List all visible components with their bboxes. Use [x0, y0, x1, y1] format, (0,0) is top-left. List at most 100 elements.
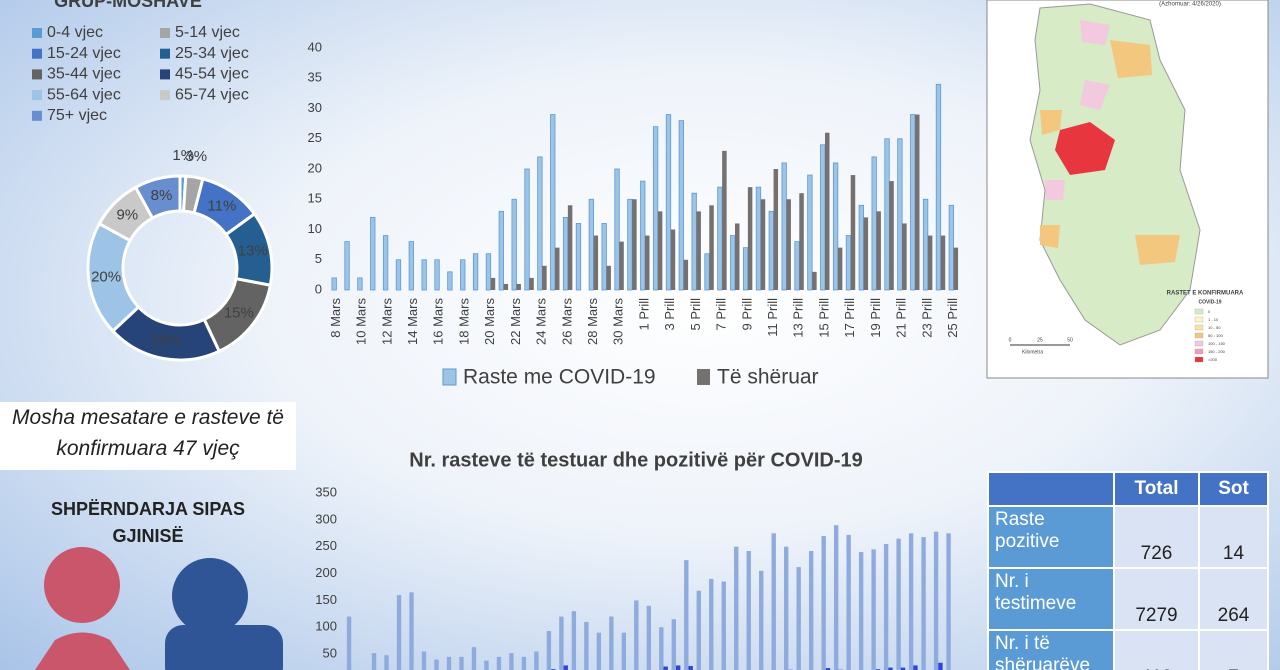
- bar: [688, 665, 693, 670]
- y-tick-label: 40: [308, 39, 322, 54]
- map-legend-label: 150 - 200: [1208, 349, 1226, 354]
- legend-swatch: [160, 90, 170, 101]
- bar: [948, 204, 954, 291]
- legend-swatch: [160, 28, 170, 38]
- bar: [550, 114, 556, 291]
- data-label: 9%: [116, 206, 138, 223]
- bar: [331, 277, 337, 291]
- map-region-mid: [1040, 40, 1180, 265]
- x-tick-label: 26 Mars: [559, 298, 574, 345]
- bar: [825, 668, 831, 670]
- map-region-low: [1045, 20, 1110, 200]
- bar: [908, 533, 914, 670]
- bar: [935, 83, 942, 291]
- map-legend-swatch: [1194, 340, 1204, 347]
- bar: [601, 223, 607, 291]
- bar: [760, 199, 766, 290]
- legend-swatch: [32, 28, 42, 38]
- bar: [684, 560, 689, 670]
- bar: [382, 235, 389, 291]
- bar: [509, 653, 514, 670]
- y-tick-label: 50: [323, 646, 337, 661]
- bar: [521, 656, 527, 670]
- bar: [871, 549, 876, 670]
- y-tick-label: 30: [308, 100, 322, 115]
- bar: [845, 235, 852, 291]
- donut-slice: [133, 174, 182, 221]
- bar: [670, 229, 676, 290]
- bar: [896, 538, 901, 670]
- bar: [913, 665, 918, 670]
- bar: [773, 169, 779, 290]
- legend-label: Raste me COVID-19: [463, 366, 656, 389]
- gender-icons: [35, 547, 283, 670]
- bar: [755, 186, 762, 291]
- bar: [634, 600, 639, 670]
- bar: [571, 611, 577, 670]
- bar: [593, 235, 599, 290]
- bar: [730, 235, 736, 291]
- bar: [344, 241, 350, 291]
- bar: [910, 114, 916, 291]
- bar: [409, 592, 414, 670]
- x-tick-label: 17 Prill: [842, 298, 857, 338]
- x-tick-label: 11 Prill: [765, 298, 780, 337]
- x-tick-label: 24 Mars: [534, 298, 549, 345]
- map-legend-label: 0: [1208, 309, 1211, 314]
- bar: [709, 578, 714, 670]
- female-icon-body: [35, 632, 130, 670]
- bar: [796, 567, 801, 670]
- bar: [434, 259, 440, 291]
- legend-label: 55-64 vjec: [47, 86, 121, 103]
- legend-swatch: [697, 369, 710, 385]
- bar: [825, 132, 830, 290]
- summary-table: Total Sot Raste pozitive 726 14 Nr. i testi…: [987, 471, 1270, 670]
- bar: [472, 253, 479, 291]
- legend-label: 35-44 vjec: [47, 66, 121, 83]
- bar: [742, 247, 749, 291]
- bar: [683, 259, 689, 290]
- bar: [747, 187, 753, 290]
- map-legend-swatch: [1194, 324, 1204, 331]
- legend-label: 0-4 vjec: [47, 24, 103, 41]
- bar: [709, 205, 714, 290]
- map-legend-swatch: [1194, 332, 1204, 339]
- legend-swatch: [32, 110, 42, 121]
- bar: [888, 667, 893, 670]
- map-legend-subtitle: COVID-19: [1198, 299, 1221, 305]
- table-cell: 7: [1197, 629, 1270, 670]
- bar: [459, 656, 464, 670]
- map-updated: (Azhornuar: 4/26/2020): [1159, 2, 1221, 8]
- bar: [632, 199, 637, 290]
- legend-label: 25-34 vjec: [175, 45, 249, 62]
- legend-swatch: [32, 69, 42, 80]
- legend-label: 75+ vjec: [47, 107, 107, 124]
- y-tick-label: 300: [315, 511, 337, 526]
- bar: [371, 653, 377, 670]
- bar: [858, 552, 864, 670]
- y-tick-label: 15: [308, 191, 322, 206]
- bar: [663, 666, 668, 670]
- bar: [511, 198, 517, 291]
- bar: [516, 283, 521, 290]
- bar: [621, 632, 627, 670]
- x-tick-label: 18 Mars: [456, 298, 471, 345]
- bar: [786, 199, 791, 290]
- data-label: 13%: [238, 243, 268, 260]
- table-header: Sot: [1197, 471, 1270, 507]
- legend-swatch: [32, 48, 42, 59]
- table-cell: 410: [1113, 629, 1200, 670]
- y-tick-label: 5: [315, 251, 322, 266]
- bar: [691, 192, 697, 291]
- bar: [645, 235, 650, 290]
- data-label: 15%: [224, 305, 254, 322]
- male-icon-head: [172, 558, 248, 634]
- legend-label: 5-14 vjec: [175, 24, 240, 41]
- bar: [619, 241, 624, 290]
- x-tick-label: 21 Prill: [894, 298, 909, 338]
- map: (Azhornuar: 4/26/2020) RASTET E KONFIRMU…: [986, 0, 1269, 379]
- bar: [883, 544, 889, 670]
- bar: [606, 265, 611, 290]
- y-tick-label: 350: [315, 484, 337, 499]
